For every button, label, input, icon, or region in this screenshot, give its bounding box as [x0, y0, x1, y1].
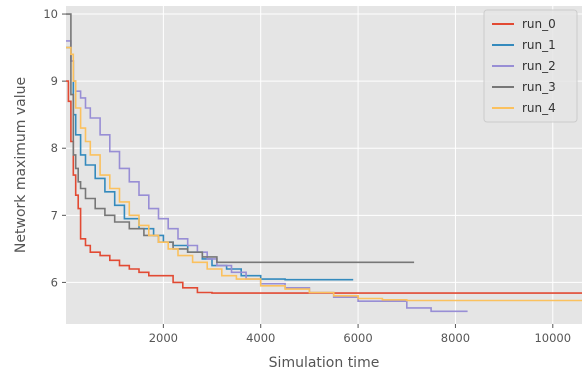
legend: run_0 run_1 run_2 run_3 run_4: [483, 9, 578, 123]
series-layer: [66, 13, 582, 313]
series-line-run-3: [66, 13, 415, 264]
y-tick-label: 7: [51, 208, 58, 222]
legend-label: run_4: [522, 101, 556, 115]
x-tick-label: 10000: [534, 331, 571, 345]
y-tick-label: 8: [51, 141, 58, 155]
x-axis-label: Simulation time: [269, 355, 380, 371]
legend-label: run_3: [522, 80, 556, 94]
legend-label: run_0: [522, 17, 556, 31]
x-tick-label: 2000: [149, 331, 178, 345]
y-tick-label: 10: [43, 7, 58, 21]
series-line-run-0: [66, 80, 582, 294]
y-tick-label: 6: [51, 275, 58, 289]
series-line-run-4: [66, 46, 582, 302]
y-axis-ticks: 6 7 8 9 10: [43, 7, 66, 289]
x-tick-label: 8000: [441, 331, 470, 345]
series-line-run-1: [66, 46, 354, 281]
legend-box: [483, 9, 578, 123]
x-tick-label: 4000: [246, 331, 275, 345]
y-axis-label: Network maximum value: [13, 77, 29, 253]
legend-label: run_1: [522, 38, 556, 52]
legend-label: run_2: [522, 59, 556, 73]
y-tick-label: 9: [51, 74, 58, 88]
x-tick-label: 6000: [343, 331, 372, 345]
x-axis-ticks: 2000 4000 6000 8000 10000: [149, 324, 571, 345]
